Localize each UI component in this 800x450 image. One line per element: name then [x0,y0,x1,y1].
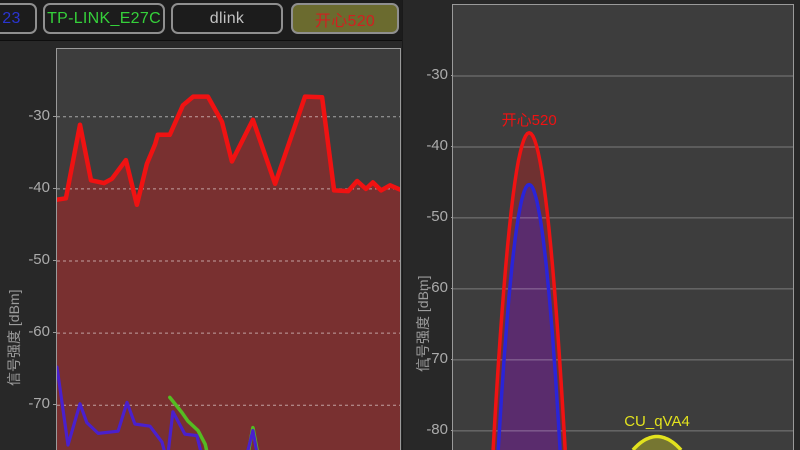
y-tick-label: -70 [28,395,50,413]
series-line-purple [57,365,259,450]
time-graph-canvas [57,94,400,450]
y-tick-mark [53,260,58,262]
ap-curve-label-red: 开心520 [501,111,557,129]
time-graph-plot[interactable] [56,48,401,450]
ap-line-blue [496,182,562,450]
y-tick-mark [53,115,58,117]
tab-ap-tp-link-e27c[interactable]: TP-LINK_E27C [43,3,165,34]
y-tick-label: -60 [426,278,448,296]
y-tick-label: -30 [28,106,50,124]
tab-ap-kaixin520[interactable]: 开心520 [291,3,399,34]
y-tick-label: -50 [28,251,50,269]
channel-graph-canvas [453,75,793,450]
ap-line-yellow [631,434,683,450]
y-tick-mark [53,187,58,189]
y-tick-label: -70 [426,349,448,367]
series-line-red [57,94,400,208]
y-tick-mark [53,332,58,334]
y-tick-label: -60 [28,323,50,341]
ap-curve-label-yellow: CU_qVA4 [624,412,690,430]
y-tick-label: -40 [426,136,448,154]
channel-graph-plot[interactable]: 开心520 CU_qVA4 [452,4,794,450]
y-tick-label: -80 [426,420,448,438]
ap-line-red [491,131,567,450]
y-tick-label: -50 [426,207,448,225]
y-tick-mark [53,404,58,406]
tab-ap-23[interactable]: 23 [0,3,37,34]
tab-ap-dlink[interactable]: dlink [171,3,283,34]
y-tick-label: -40 [28,178,50,196]
panel-divider [402,0,403,450]
y-tick-label: -30 [426,65,448,83]
ap-tab-bar: 23 TP-LINK_E27C dlink 开心520 [0,0,402,41]
ap-fill-blue [498,184,561,450]
